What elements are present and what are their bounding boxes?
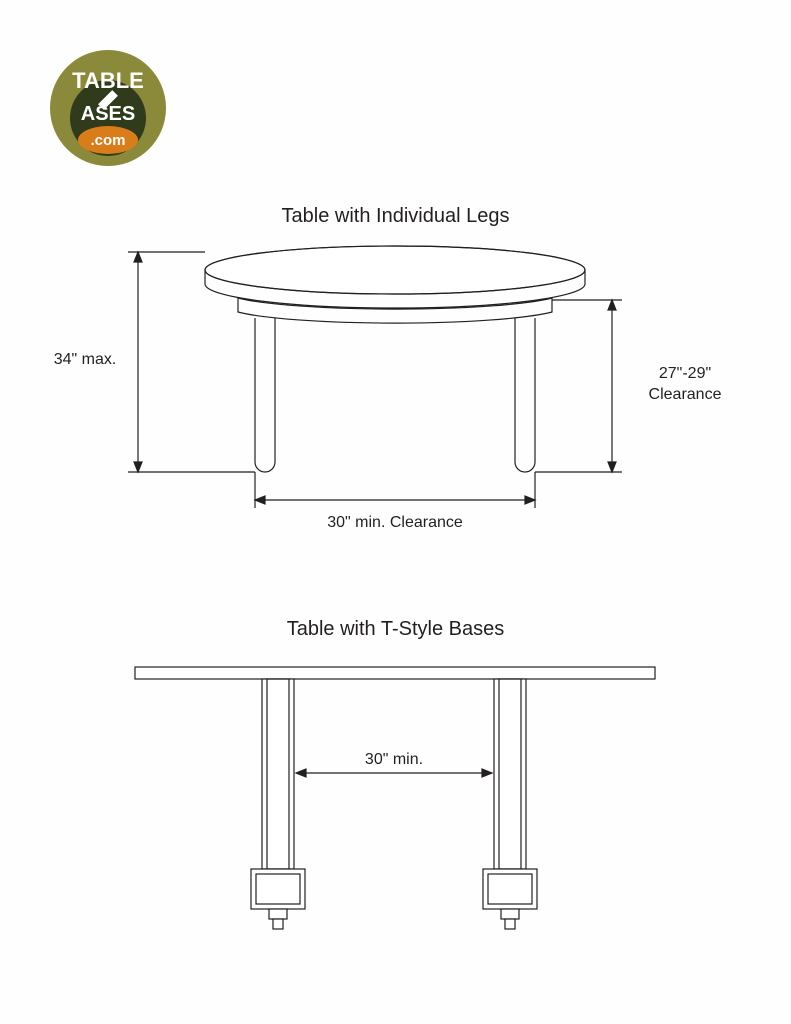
logo: TABLE ASES .com: [48, 48, 168, 168]
diagram1-clearance-h: 30" min. Clearance: [295, 513, 495, 534]
logo-bottom-text: .com: [90, 132, 125, 149]
diagram2-title: Table with T-Style Bases: [0, 618, 791, 641]
diagram1-height-label: 34" max.: [40, 350, 130, 371]
diagram1-clearance-v: 27"-29" Clearance: [635, 364, 735, 406]
diagram1: 34" max. 27"-29" Clearance 30" min. Clea…: [0, 240, 791, 540]
logo-mid-text: ASES: [81, 103, 135, 125]
diagram1-title: Table with Individual Legs: [0, 205, 791, 228]
diagram2: 30" min.: [0, 655, 791, 975]
diagram2-clearance-h: 30" min.: [344, 750, 444, 771]
logo-top-text: TABLE: [72, 68, 144, 93]
